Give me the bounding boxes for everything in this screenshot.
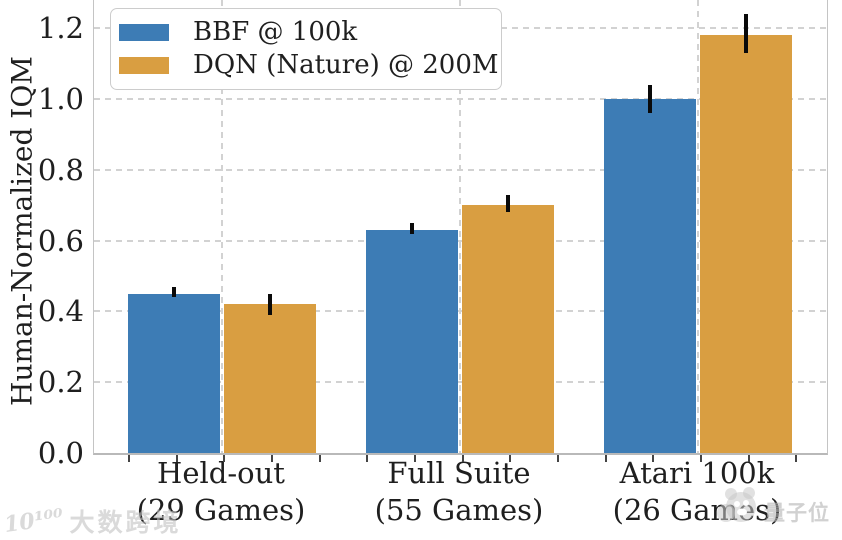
bar-bbf-group1 bbox=[366, 229, 458, 453]
dashukuajing-logo-icon: 10¹⁰⁰ bbox=[2, 503, 66, 539]
x-axis-tick bbox=[652, 455, 655, 462]
y-tick-label: 1.2 bbox=[37, 11, 84, 46]
bar-bbf-group0 bbox=[128, 293, 220, 453]
legend-swatch-bbf-icon bbox=[119, 24, 169, 41]
gridline-horizontal bbox=[94, 168, 827, 171]
y-tick-label: 0.8 bbox=[37, 152, 84, 187]
error-bar-bbf-group2 bbox=[648, 84, 652, 114]
x-axis-tick bbox=[128, 455, 130, 462]
legend-label-bbf: BBF @ 100k bbox=[193, 17, 358, 47]
x-axis-tick bbox=[223, 455, 226, 462]
gridline-vertical bbox=[697, 0, 699, 453]
x-axis-tick bbox=[509, 455, 512, 462]
x-axis-tick bbox=[366, 455, 369, 462]
x-axis-tick bbox=[271, 455, 273, 462]
error-bar-dqn-group2 bbox=[744, 14, 748, 53]
x-axis-tick bbox=[795, 455, 798, 462]
gridline-vertical bbox=[459, 0, 461, 453]
y-tick-label: 0.4 bbox=[37, 294, 84, 329]
x-axis-tick bbox=[604, 455, 607, 462]
error-bar-bbf-group1 bbox=[410, 222, 414, 234]
y-tick-label: 0.0 bbox=[37, 436, 84, 470]
legend-label-dqn: DQN (Nature) @ 200M bbox=[193, 50, 499, 80]
x-category-label-line: Full Suite bbox=[387, 456, 531, 490]
error-bar-dqn-group0 bbox=[268, 293, 272, 315]
bar-dqn-group0 bbox=[224, 304, 316, 453]
plot-area bbox=[93, 0, 828, 462]
error-bar-bbf-group0 bbox=[172, 286, 176, 298]
legend-item-bbf: BBF @ 100k bbox=[119, 16, 491, 49]
legend: BBF @ 100k DQN (Nature) @ 200M bbox=[110, 8, 502, 90]
x-category-label-line: (26 Games) bbox=[612, 493, 782, 527]
x-axis-tick bbox=[747, 455, 750, 462]
x-axis-tick bbox=[557, 455, 560, 462]
x-category-label: Held-out (29 Games) bbox=[71, 455, 371, 529]
bar-dqn-group2 bbox=[700, 35, 792, 453]
legend-item-dqn: DQN (Nature) @ 200M bbox=[119, 49, 499, 82]
y-tick-label: 0.6 bbox=[37, 223, 84, 258]
gridline-horizontal bbox=[94, 98, 827, 100]
legend-swatch-dqn-icon bbox=[119, 57, 169, 74]
x-axis-tick bbox=[175, 455, 178, 462]
x-category-label-line: (55 Games) bbox=[374, 493, 544, 527]
y-tick-label: 1.0 bbox=[37, 82, 84, 116]
x-category-label: Atari 100k (26 Games) bbox=[547, 455, 842, 529]
bar-dqn-group1 bbox=[462, 205, 554, 453]
bar-bbf-group2 bbox=[604, 99, 696, 453]
x-category-label: Full Suite (55 Games) bbox=[309, 455, 609, 529]
x-axis-tick bbox=[318, 455, 321, 462]
x-category-label-line: Atari 100k bbox=[619, 456, 775, 490]
y-tick-label: 0.2 bbox=[37, 365, 84, 400]
x-axis-tick bbox=[414, 455, 417, 462]
gridline-horizontal bbox=[94, 381, 827, 384]
gridline-vertical bbox=[221, 0, 223, 453]
x-axis-tick bbox=[461, 455, 464, 462]
x-category-label-line: (29 Games) bbox=[136, 493, 306, 527]
x-axis-tick bbox=[700, 455, 703, 462]
gridline-horizontal bbox=[94, 310, 827, 313]
x-category-label-line: Held-out bbox=[157, 456, 285, 490]
error-bar-dqn-group1 bbox=[506, 194, 510, 213]
gridline-horizontal bbox=[94, 239, 827, 242]
